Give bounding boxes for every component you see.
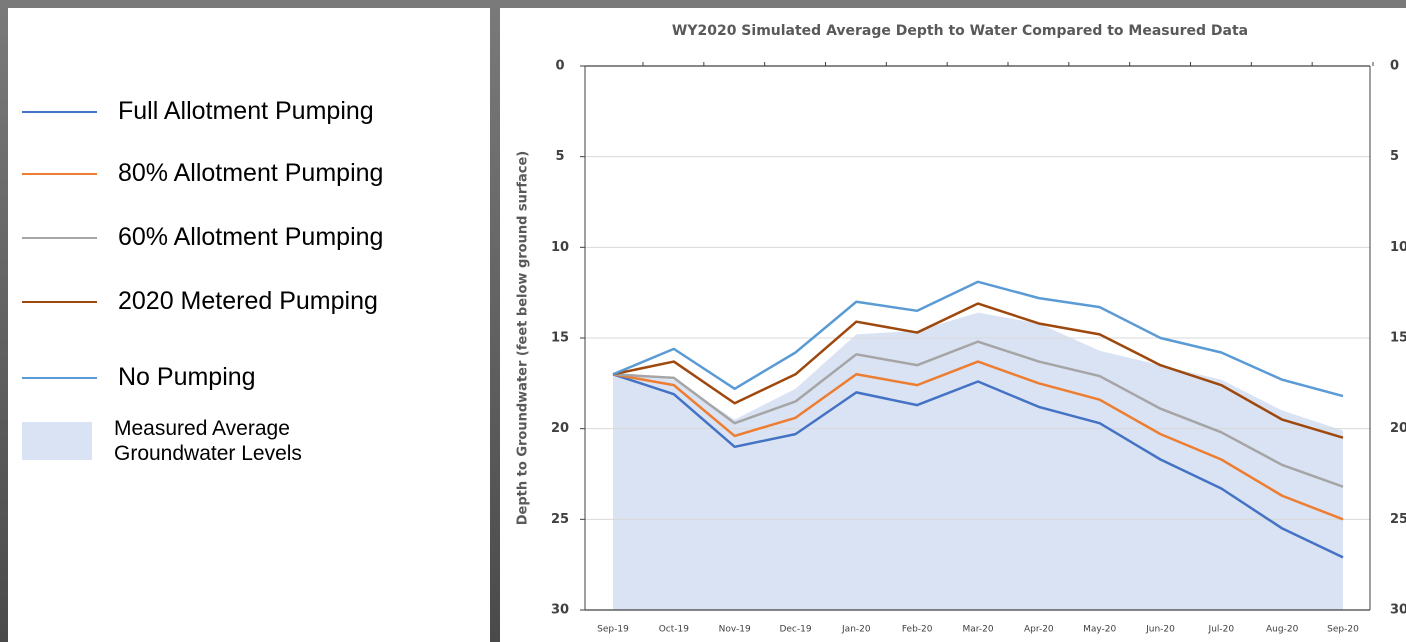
legend-label: No Pumping bbox=[118, 363, 256, 391]
legend-label: Full Allotment Pumping bbox=[118, 97, 374, 125]
x-tick-label: Jul-20 bbox=[1208, 625, 1235, 635]
legend-panel: Full Allotment Pumping 80% Allotment Pump… bbox=[8, 8, 490, 642]
legend-swatch bbox=[22, 110, 97, 113]
legend-label: 2020 Metered Pumping bbox=[118, 287, 378, 315]
x-tick-label: Sep-19 bbox=[597, 625, 629, 635]
legend-item: Full Allotment Pumping bbox=[22, 97, 374, 126]
y-tick-label: 0 bbox=[555, 59, 564, 74]
x-tick-label: Nov-19 bbox=[719, 625, 751, 635]
legend-label: Measured Average Groundwater Levels bbox=[114, 417, 302, 465]
y-tick-label: 5 bbox=[555, 149, 564, 164]
legend-item: No Pumping bbox=[22, 363, 256, 392]
x-tick-label: Dec-19 bbox=[779, 625, 811, 635]
y2-tick-label: 0 bbox=[1390, 59, 1399, 74]
series-line bbox=[612, 373, 1344, 559]
y2-tick-label: 25 bbox=[1390, 512, 1406, 527]
legend-label: 60% Allotment Pumping bbox=[118, 223, 384, 251]
y2-tick-label: 5 bbox=[1390, 149, 1399, 164]
y2-tick-label: 15 bbox=[1390, 331, 1406, 346]
x-tick-label: Sep-20 bbox=[1327, 625, 1359, 635]
legend-item: 2020 Metered Pumping bbox=[22, 287, 378, 316]
legend-item: 80% Allotment Pumping bbox=[22, 159, 383, 188]
legend-swatch bbox=[22, 422, 92, 460]
legend-swatch bbox=[22, 236, 97, 239]
chart-panel: WY2020 Simulated Average Depth to Water … bbox=[500, 8, 1406, 642]
y-tick-label: 20 bbox=[551, 421, 569, 436]
x-tick-label: May-20 bbox=[1083, 625, 1116, 635]
x-tick-label: Oct-19 bbox=[659, 625, 690, 635]
legend-swatch bbox=[22, 300, 97, 303]
x-tick-label: Mar-20 bbox=[962, 625, 993, 635]
legend-item: 60% Allotment Pumping bbox=[22, 223, 383, 252]
measured-area bbox=[613, 312, 1343, 610]
y-tick-label: 25 bbox=[551, 512, 569, 527]
x-tick-label: Feb-20 bbox=[902, 625, 933, 635]
series-line bbox=[612, 340, 1344, 488]
x-tick-label: Aug-20 bbox=[1266, 625, 1299, 635]
series-line bbox=[612, 302, 1344, 439]
x-tick-label: Apr-20 bbox=[1024, 625, 1054, 635]
legend-swatch bbox=[22, 172, 97, 175]
y2-tick-label: 30 bbox=[1390, 603, 1406, 618]
x-tick-label: Jan-20 bbox=[841, 625, 871, 635]
y-tick-label: 15 bbox=[551, 331, 569, 346]
y2-tick-label: 20 bbox=[1390, 421, 1406, 436]
y-tick-label: 10 bbox=[551, 240, 569, 255]
legend-item: Measured Average Groundwater Levels bbox=[22, 416, 374, 466]
y2-tick-label: 10 bbox=[1390, 240, 1406, 255]
x-tick-label: Jun-20 bbox=[1145, 625, 1175, 635]
chart: WY2020 Simulated Average Depth to Water … bbox=[516, 23, 1406, 635]
series-line bbox=[612, 360, 1344, 521]
series-line bbox=[612, 280, 1344, 398]
y-axis-label: Depth to Groundwater (feet below ground … bbox=[516, 151, 531, 525]
y-tick-label: 30 bbox=[551, 603, 569, 618]
legend-label: 80% Allotment Pumping bbox=[118, 159, 384, 187]
chart-title: WY2020 Simulated Average Depth to Water … bbox=[672, 23, 1248, 39]
legend-swatch bbox=[22, 376, 97, 379]
